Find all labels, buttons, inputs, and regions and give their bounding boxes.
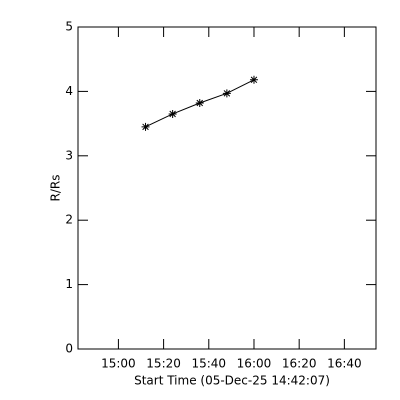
data-marker: [168, 109, 177, 118]
data-marker: [222, 89, 231, 98]
y-tick-label: 3: [65, 148, 73, 162]
x-tick-label: 15:00: [101, 357, 136, 371]
x-tick-label: 15:20: [146, 357, 181, 371]
y-tick-label: 2: [65, 213, 73, 227]
data-marker: [195, 98, 204, 107]
y-axis-label: R/Rs: [49, 175, 63, 202]
x-tick-label: 16:00: [237, 357, 272, 371]
data-marker: [141, 122, 150, 131]
plot-frame: [77, 26, 377, 350]
data-marker: [249, 75, 258, 84]
x-tick-label: 16:40: [327, 357, 362, 371]
y-tick-label: 5: [65, 20, 73, 34]
x-axis-label: Start Time (05-Dec-25 14:42:07): [134, 374, 330, 388]
y-tick-label: 0: [65, 342, 73, 356]
y-tick-label: 1: [65, 277, 73, 291]
y-tick-label: 4: [65, 84, 73, 98]
x-tick-label: 15:40: [191, 357, 226, 371]
x-tick-label: 16:20: [282, 357, 317, 371]
